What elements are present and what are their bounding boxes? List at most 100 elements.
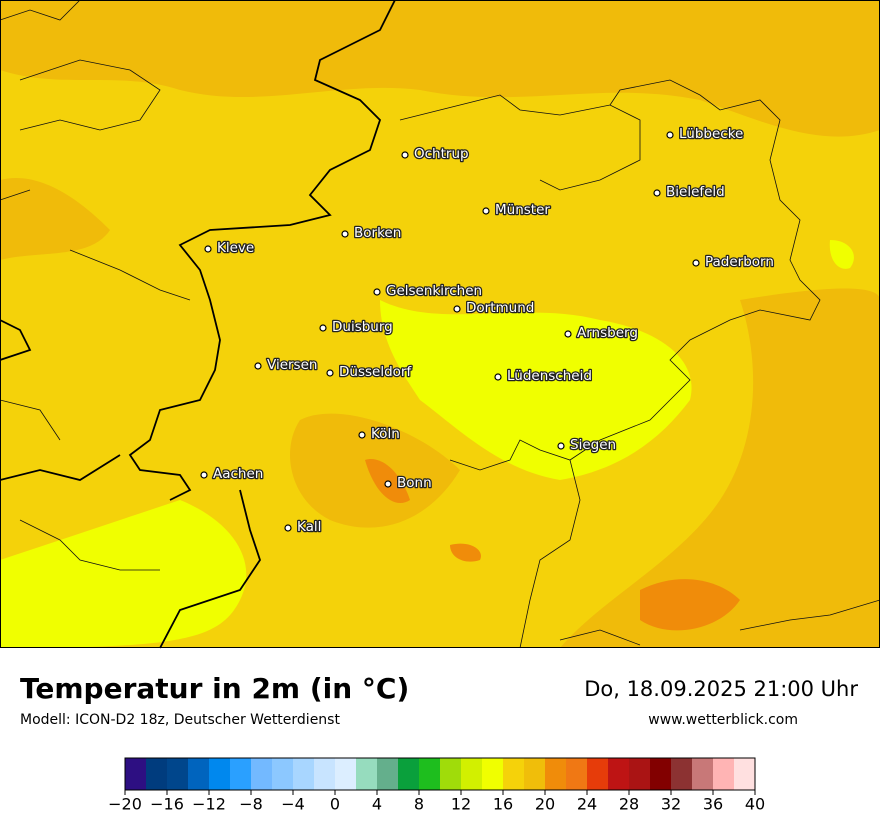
colorbar-swatch: [230, 758, 251, 790]
cool-area: [0, 500, 247, 648]
city-label: Bielefeld: [666, 184, 725, 200]
colorbar-swatch: [482, 758, 503, 790]
datetime: Do, 18.09.2025 21:00 Uhr: [584, 677, 858, 701]
city-label: Köln: [371, 426, 400, 442]
city-marker: [401, 151, 409, 159]
city-marker: [204, 245, 212, 253]
colorbar-swatch: [251, 758, 272, 790]
colorbar-tick-label: 36: [703, 795, 723, 814]
national-border: [0, 454, 121, 481]
national-border: [0, 319, 32, 361]
district-border: [0, 0, 191, 571]
city-label: Lübbecke: [679, 126, 743, 142]
city-marker: [494, 373, 502, 381]
city-label: Münster: [495, 202, 550, 218]
city-marker: [326, 369, 334, 377]
city-label: Düsseldorf: [339, 364, 412, 380]
state-border: [399, 94, 641, 191]
colorbar-swatch: [713, 758, 734, 790]
colorbar-swatch: [692, 758, 713, 790]
city-label: Kleve: [217, 240, 254, 256]
city-layer: Lübbecke Ochtrup Bielefeld Münster Borken Kle…: [200, 125, 775, 536]
colorbar-swatch: [377, 758, 398, 790]
city-label: Arnsberg: [577, 325, 638, 341]
city-label: Aachen: [213, 466, 263, 482]
colorbar-swatch: [398, 758, 419, 790]
district-border: [559, 599, 880, 646]
city-label: Paderborn: [705, 254, 774, 270]
city-marker: [373, 288, 381, 296]
colorbar-tick-label: 40: [745, 795, 765, 814]
city-marker: [384, 480, 392, 488]
city-label: Bonn: [397, 475, 432, 491]
colorbar-swatch: [608, 758, 629, 790]
colorbar-swatch: [566, 758, 587, 790]
city-marker: [453, 305, 461, 313]
colorbar-tick-label: 4: [372, 795, 382, 814]
city-marker: [254, 362, 262, 370]
colorbar: −20 −16 −12 −8 −4 0 4 8 12 16 20 24 28 32 36 40: [108, 757, 765, 814]
colorbar-swatch: [587, 758, 608, 790]
colorbar-tick-label: −12: [192, 795, 226, 814]
city-label: Dortmund: [466, 300, 534, 316]
colorbar-tick-label: −4: [281, 795, 305, 814]
website: www.wetterblick.com: [648, 712, 798, 728]
city-marker: [200, 471, 208, 479]
hot-area: [450, 543, 481, 562]
colorbar-tick-label: 0: [330, 795, 340, 814]
colorbar-swatch: [461, 758, 482, 790]
colorbar-tick-label: −8: [239, 795, 263, 814]
city-marker: [482, 207, 490, 215]
city-marker: [666, 131, 674, 139]
national-border: [159, 489, 261, 649]
colorbar-swatch: [314, 758, 335, 790]
city-label: Siegen: [570, 437, 616, 453]
colorbar-tick-label: −20: [108, 795, 142, 814]
city-marker: [564, 330, 572, 338]
city-label: Duisburg: [332, 319, 393, 335]
city-label: Borken: [354, 225, 401, 241]
colorbar-tick-label: 28: [619, 795, 639, 814]
colorbar-swatch: [734, 758, 755, 790]
colorbar-tick-label: 32: [661, 795, 681, 814]
city-marker: [358, 431, 366, 439]
state-border: [519, 459, 581, 649]
city-label: Ochtrup: [414, 146, 469, 162]
hot-area: [640, 579, 740, 631]
colorbar-swatch: [419, 758, 440, 790]
colorbar-swatch: [524, 758, 545, 790]
colorbar-frame: [124, 757, 756, 791]
colorbar-swatch: [335, 758, 356, 790]
colorbar-swatch: [293, 758, 314, 790]
title: Temperatur in 2m (in °C): [20, 672, 409, 705]
city-label: Viersen: [267, 357, 317, 373]
map: Lübbecke Ochtrup Bielefeld Münster Borken Kle…: [0, 0, 880, 649]
colorbar-swatch: [440, 758, 461, 790]
colorbar-swatch: [671, 758, 692, 790]
model-info: Modell: ICON-D2 18z, Deutscher Wetterdie…: [20, 712, 340, 728]
city-label: Gelsenkirchen: [386, 283, 482, 299]
colorbar-swatch: [650, 758, 671, 790]
colorbar-swatch: [125, 758, 146, 790]
cool-area: [380, 300, 692, 480]
state-border: [449, 79, 821, 471]
city-marker: [557, 442, 565, 450]
city-marker: [284, 524, 292, 532]
city-label: Lüdenscheid: [507, 368, 592, 384]
colorbar-swatch: [167, 758, 188, 790]
colorbar-tick-label: −16: [150, 795, 184, 814]
city-marker: [341, 230, 349, 238]
colorbar-swatch: [146, 758, 167, 790]
colorbar-tick-label: 12: [451, 795, 471, 814]
city-marker: [319, 324, 327, 332]
warm-area: [0, 178, 110, 260]
colorbar-swatch: [272, 758, 293, 790]
colorbar-swatch: [209, 758, 230, 790]
city-marker: [692, 259, 700, 267]
cool-area: [829, 240, 854, 269]
national-border: [128, 0, 396, 501]
colorbar-swatch: [545, 758, 566, 790]
colorbar-swatch: [356, 758, 377, 790]
colorbar-swatch: [503, 758, 524, 790]
